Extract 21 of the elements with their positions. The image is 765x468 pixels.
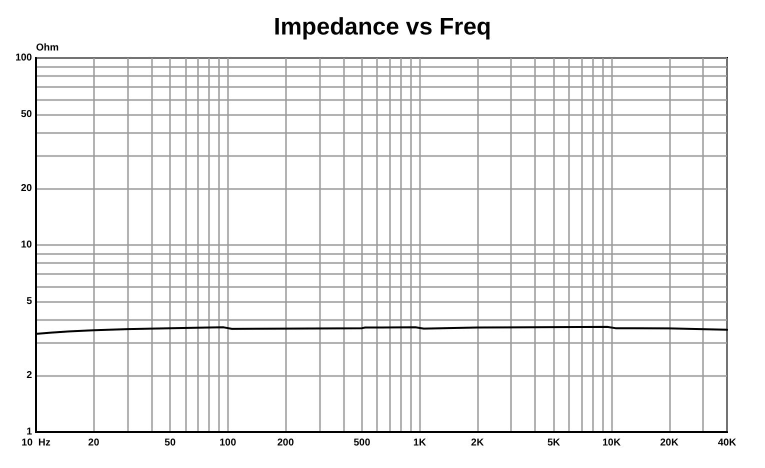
x-tick-label: 1K <box>413 438 427 448</box>
x-tick-label: 20K <box>660 438 680 448</box>
x-tick-label: 5K <box>547 438 561 448</box>
y-tick-label: 2 <box>26 370 32 382</box>
chart-title: Impedance vs Freq <box>274 14 492 40</box>
x-tick-label: 2K <box>471 438 485 448</box>
x-tick-label: 10K <box>602 438 622 448</box>
y-tick-label: 1 <box>26 426 32 438</box>
x-tick-label: 40K <box>718 438 737 448</box>
x-tick-label: 20 <box>88 438 100 448</box>
y-tick-label: 5 <box>26 296 32 307</box>
x-tick-label: 100 <box>219 438 237 448</box>
y-tick-label: 50 <box>20 108 32 120</box>
y-tick-label: 10 <box>20 240 32 250</box>
y-axis-title: Ohm <box>36 42 59 54</box>
x-tick-label: 10 Hz <box>22 438 50 448</box>
x-tick-label: 200 <box>277 438 294 448</box>
y-tick-label: 20 <box>20 183 32 194</box>
x-tick-label: 50 <box>164 438 176 448</box>
x-tick-label: 500 <box>354 438 371 448</box>
y-tick-label: 100 <box>15 52 32 64</box>
